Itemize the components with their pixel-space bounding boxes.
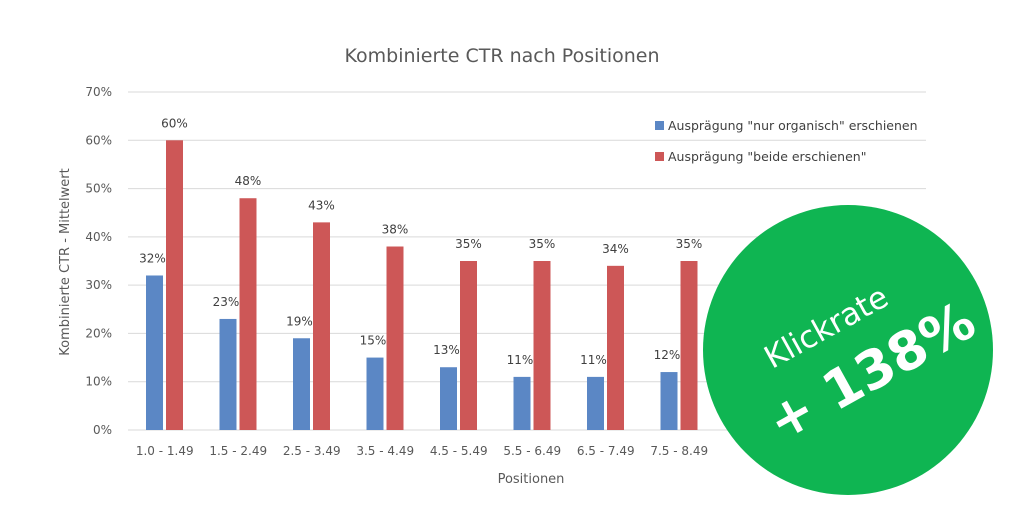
y-tick-label: 10% xyxy=(85,375,112,389)
bar-nur-organisch xyxy=(219,318,237,430)
x-axis-title: Positionen xyxy=(498,472,565,487)
data-label: 35% xyxy=(529,237,556,251)
y-axis-title: Kombinierte CTR - Mittelwert xyxy=(58,168,73,356)
x-tick-label: 1.5 - 2.49 xyxy=(209,444,267,458)
y-tick-label: 70% xyxy=(85,85,112,99)
legend: Ausprägung "nur organisch" erschienen Aus… xyxy=(655,118,918,164)
bar-beide xyxy=(239,198,257,430)
y-tick-label: 30% xyxy=(85,278,112,292)
bar-nur-organisch xyxy=(587,376,604,430)
data-label: 32% xyxy=(139,251,166,265)
data-label: 43% xyxy=(308,198,335,212)
x-tick-label: 5.5 - 6.49 xyxy=(503,444,561,458)
badge-circle xyxy=(703,205,993,495)
data-label: 38% xyxy=(382,223,409,237)
bar-beide xyxy=(533,261,551,430)
bars xyxy=(146,140,698,431)
gridlines xyxy=(128,91,926,431)
data-label: 35% xyxy=(676,237,703,251)
bar-beide xyxy=(460,261,477,430)
bar-nur-organisch xyxy=(293,338,310,430)
y-tick-label: 0% xyxy=(93,423,112,437)
legend-label: Ausprägung "beide erschienen" xyxy=(668,149,866,164)
data-label: 11% xyxy=(580,353,607,367)
x-axis-ticks: 1.0 - 1.49 1.5 - 2.49 2.5 - 3.49 3.5 - 4.49… xyxy=(136,444,708,458)
legend-swatch xyxy=(655,121,664,130)
klickrate-badge: Klickrate + 138% xyxy=(703,205,993,495)
data-label: 23% xyxy=(213,295,240,309)
bar-nur-organisch xyxy=(513,376,531,430)
bar-beide xyxy=(313,222,330,430)
bar-beide xyxy=(386,246,404,430)
bar-nur-organisch xyxy=(660,372,678,430)
data-label: 15% xyxy=(360,334,387,348)
y-tick-label: 50% xyxy=(85,182,112,196)
x-tick-label: 3.5 - 4.49 xyxy=(356,444,414,458)
data-label: 19% xyxy=(286,314,313,328)
data-label: 35% xyxy=(455,237,482,251)
bar-beide xyxy=(680,261,698,430)
data-label: 12% xyxy=(654,348,681,362)
data-labels: 32% 60% 23% 48% 19% 43% 15% 38% 13% 35% 11% 35% 11% 3… xyxy=(139,116,702,367)
y-tick-label: 60% xyxy=(85,133,112,147)
legend-swatch xyxy=(655,152,664,161)
y-axis-ticks: 0% 10% 20% 30% 40% 50% 60% 70% xyxy=(85,85,112,437)
bar-beide xyxy=(166,140,183,431)
bar-nur-organisch xyxy=(366,357,384,430)
x-tick-label: 2.5 - 3.49 xyxy=(283,444,341,458)
y-tick-label: 20% xyxy=(85,326,112,340)
x-tick-label: 1.0 - 1.49 xyxy=(136,444,194,458)
data-label: 13% xyxy=(433,343,460,357)
bar-nur-organisch xyxy=(146,275,163,430)
x-tick-label: 6.5 - 7.49 xyxy=(577,444,635,458)
data-label: 11% xyxy=(507,353,534,367)
chart-title: Kombinierte CTR nach Positionen xyxy=(344,45,659,67)
x-tick-label: 4.5 - 5.49 xyxy=(430,444,488,458)
data-label: 48% xyxy=(235,174,262,188)
bar-beide xyxy=(607,265,624,430)
bar-nur-organisch xyxy=(440,367,457,430)
data-label: 34% xyxy=(602,242,629,256)
y-tick-label: 40% xyxy=(85,230,112,244)
legend-label: Ausprägung "nur organisch" erschienen xyxy=(668,118,918,133)
data-label: 60% xyxy=(161,116,188,130)
x-tick-label: 7.5 - 8.49 xyxy=(650,444,708,458)
